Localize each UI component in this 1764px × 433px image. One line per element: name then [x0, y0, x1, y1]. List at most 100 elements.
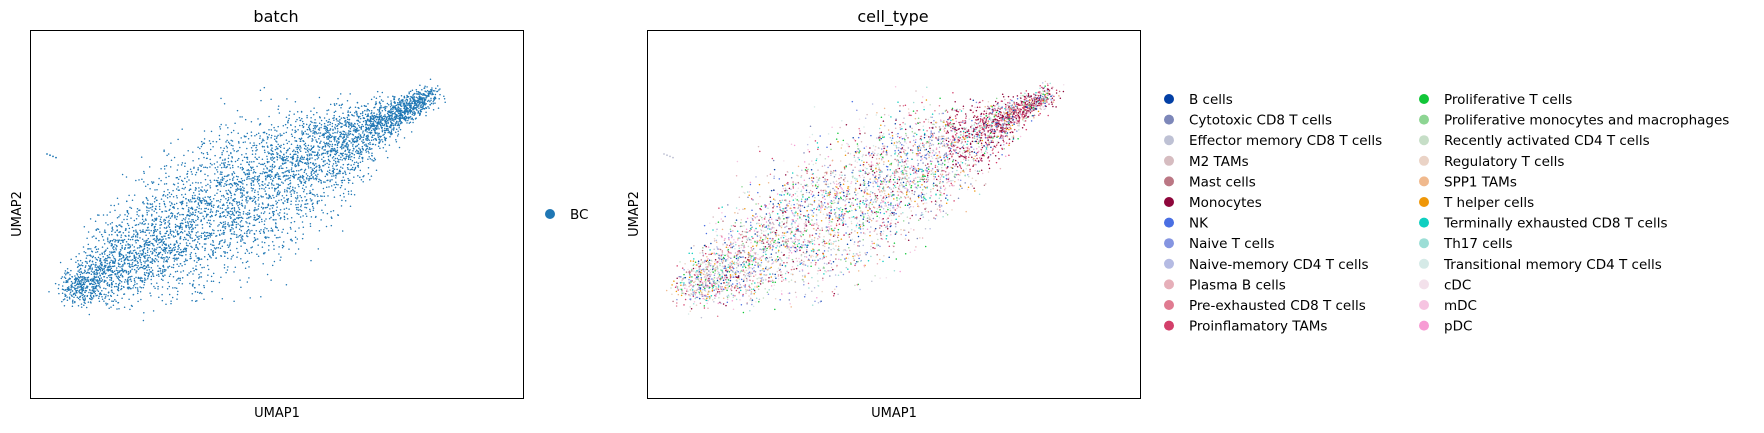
cell-point	[272, 214, 275, 217]
cell-point	[323, 136, 325, 138]
cell-point	[214, 154, 216, 157]
cell-point	[271, 171, 273, 173]
cell-point	[259, 216, 261, 218]
cell-point	[174, 270, 177, 273]
cell-point	[409, 121, 412, 124]
cell-point	[374, 120, 377, 123]
cell-point	[271, 264, 274, 267]
cell-point	[161, 254, 164, 256]
cell-point	[227, 223, 229, 226]
cell-point	[153, 249, 155, 252]
cell-point	[119, 253, 122, 255]
cell-point	[367, 150, 369, 153]
cell-point	[198, 207, 200, 210]
cell-point	[146, 254, 148, 256]
cell-point	[250, 187, 253, 189]
cell-point	[255, 150, 257, 152]
cell-point	[273, 156, 276, 159]
cell-point	[106, 237, 109, 239]
cell-point	[114, 298, 116, 301]
cell-point	[148, 243, 150, 246]
cell-point	[407, 102, 409, 105]
cell-point	[211, 215, 213, 217]
cell-point	[384, 127, 386, 130]
cell-point	[190, 170, 193, 173]
cell-point	[364, 109, 366, 112]
cell-point	[420, 93, 423, 95]
cell-point	[288, 114, 290, 116]
cell-point	[182, 250, 184, 252]
cell-point	[237, 206, 240, 209]
cell-point	[307, 161, 309, 163]
cell-point	[264, 165, 267, 167]
cell-point	[212, 280, 215, 282]
cell-point	[413, 110, 415, 113]
cell-point	[375, 138, 377, 141]
cell-point	[343, 124, 345, 126]
cell-point	[227, 196, 230, 199]
cell-point	[231, 207, 234, 210]
cell-point	[131, 199, 134, 202]
cell-point	[134, 224, 137, 227]
cell-point	[138, 209, 140, 212]
cell-point	[223, 185, 225, 187]
cell-point	[129, 287, 131, 290]
cell-point	[128, 234, 130, 237]
cell-point	[367, 167, 370, 169]
cell-point	[201, 292, 203, 295]
cell-point	[282, 201, 284, 204]
cell-point	[109, 257, 111, 259]
cell-point	[382, 115, 385, 118]
cell-point	[203, 238, 206, 241]
cell-point	[372, 118, 374, 121]
cell-point	[352, 150, 354, 152]
cell-point	[279, 146, 282, 149]
cell-point	[349, 158, 352, 161]
cell-point	[123, 281, 126, 283]
cell-point	[255, 209, 257, 211]
cell-point	[256, 218, 259, 220]
cell-point	[331, 175, 333, 177]
cell-point	[177, 212, 180, 214]
cell-point	[212, 140, 214, 143]
cell-point	[254, 196, 257, 199]
cell-point	[64, 277, 67, 280]
cell-point	[219, 201, 221, 203]
cell-point	[131, 262, 134, 264]
cell-point	[290, 143, 293, 146]
cell-point	[390, 111, 393, 114]
cell-point	[288, 208, 290, 210]
cell-point	[373, 124, 376, 127]
cell-point	[256, 165, 258, 168]
cell-point	[344, 124, 347, 126]
cell-point	[306, 114, 308, 117]
cell-point	[359, 117, 362, 120]
cell-point	[305, 173, 308, 175]
cell-point	[120, 239, 122, 242]
cell-point	[195, 224, 197, 226]
cell-point	[197, 146, 199, 148]
cell-point	[411, 89, 414, 92]
cell-point	[426, 86, 428, 88]
cell-point	[120, 273, 123, 275]
cell-point	[195, 268, 198, 271]
cell-point	[327, 109, 330, 111]
cell-point	[154, 287, 156, 289]
cell-point	[175, 188, 178, 190]
cell-point	[288, 169, 290, 172]
cell-point	[335, 118, 338, 121]
cell-point	[235, 217, 238, 219]
cell-point	[84, 298, 86, 301]
cell-point	[219, 247, 222, 250]
cell-point	[207, 234, 209, 237]
cell-point	[168, 275, 171, 277]
cell-point	[87, 276, 90, 279]
cell-point	[73, 282, 76, 284]
cell-point	[133, 279, 136, 282]
cell-point	[318, 164, 321, 167]
cell-point	[300, 205, 302, 208]
cell-point	[115, 249, 117, 251]
cell-point	[61, 300, 63, 303]
cell-point	[111, 282, 113, 284]
cell-point	[327, 195, 329, 197]
